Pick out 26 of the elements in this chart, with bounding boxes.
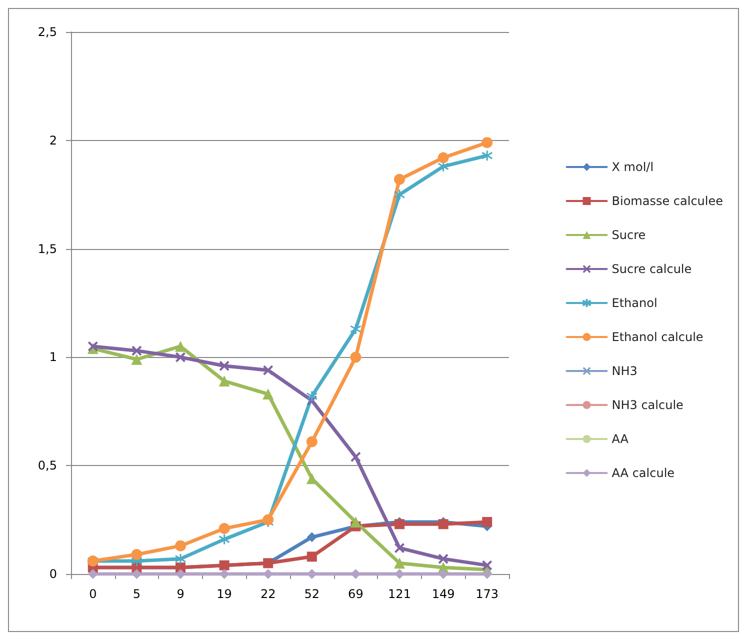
y-tick-label: 2 xyxy=(49,133,57,148)
x-tick-label: 9 xyxy=(176,587,184,601)
x-tick-label: 173 xyxy=(476,587,499,601)
x-tick-label: 5 xyxy=(132,587,141,601)
y-tick-label: 0,5 xyxy=(38,458,57,473)
y-tick-label: 1,5 xyxy=(38,242,57,256)
legend-label: Biomasse calculee xyxy=(612,194,724,208)
legend-label: Sucre xyxy=(612,228,646,242)
y-tick-label: 1 xyxy=(49,350,57,364)
x-tick-label: 149 xyxy=(432,587,455,601)
legend-label: AA xyxy=(612,432,630,446)
x-tick-label: 121 xyxy=(388,587,411,601)
legend-label: NH3 xyxy=(612,364,638,378)
legend-label: X mol/l xyxy=(612,160,654,174)
x-tick-label: 19 xyxy=(216,587,232,601)
x-tick-label: 22 xyxy=(260,587,276,601)
x-tick-label: 69 xyxy=(348,587,364,601)
legend-label: Ethanol xyxy=(612,296,658,310)
x-tick-label: 52 xyxy=(304,587,320,601)
x-tick-label: 0 xyxy=(89,587,97,601)
legend-label: Sucre calcule xyxy=(612,262,692,276)
legend-label: Ethanol calcule xyxy=(612,330,704,344)
legend-label: AA calcule xyxy=(612,466,675,480)
y-tick-label: 2,5 xyxy=(38,25,57,39)
legend-label: NH3 calcule xyxy=(612,398,684,412)
y-tick-label: 0 xyxy=(49,567,57,581)
